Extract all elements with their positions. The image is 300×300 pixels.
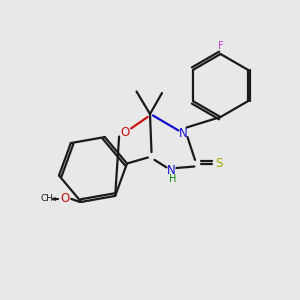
Text: N: N [178, 127, 188, 140]
Text: N: N [167, 164, 176, 178]
Text: CH₃: CH₃ [41, 194, 57, 203]
Text: F: F [218, 41, 224, 52]
Text: H: H [169, 174, 176, 184]
Text: O: O [120, 125, 129, 139]
Text: O: O [60, 192, 69, 206]
Text: S: S [215, 157, 223, 170]
